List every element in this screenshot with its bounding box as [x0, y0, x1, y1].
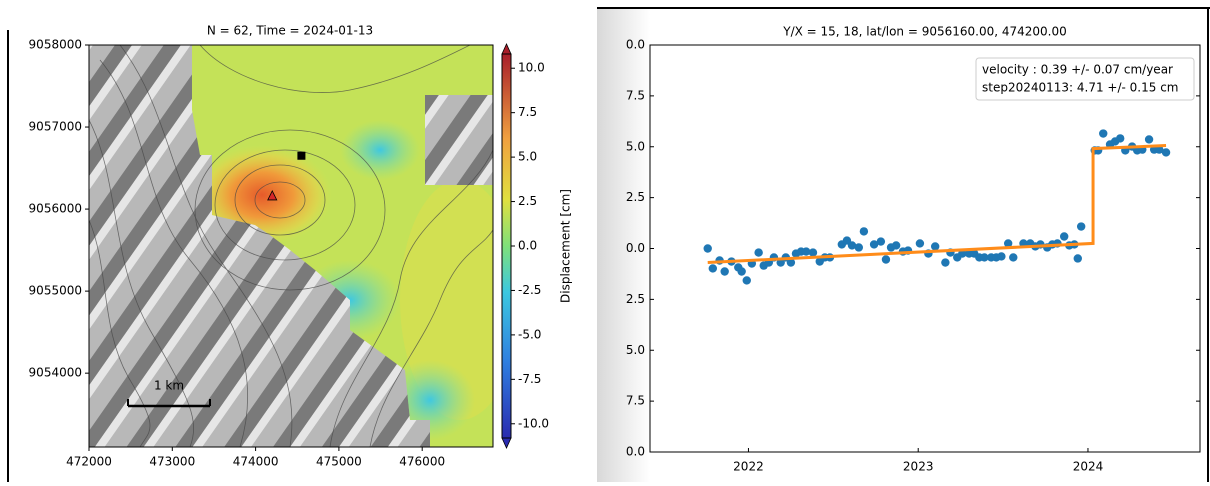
data-point: [915, 239, 925, 248]
data-point: [1099, 129, 1108, 138]
colorbar-tick-label: 0.0: [518, 239, 537, 253]
annotation: velocity : 0.39 +/- 0.07 cm/year: [982, 63, 1173, 77]
annotation-box: [975, 57, 1195, 101]
colorbar-tick-label: 7.5: [518, 105, 537, 119]
data-point: [876, 237, 886, 246]
colorbar-tick-label: -5.0: [518, 327, 541, 341]
annotation: step20240113: 4.71 +/- 0.15 cm: [982, 81, 1179, 95]
x-tick-label: 472000: [66, 455, 112, 469]
y-tick-label: 9056000: [29, 202, 82, 216]
colorbar-tick-label: -2.5: [518, 283, 541, 297]
map-title: N = 62, Time = 2024-01-13: [207, 24, 373, 38]
y-tick-label: 5.0: [626, 139, 645, 153]
chart-title: Y/X = 15, 18, lat/lon = 9056160.00, 4742…: [782, 25, 1067, 39]
y-tick-label: 10.0: [618, 38, 645, 52]
data-point: [754, 248, 763, 257]
data-point: [1161, 148, 1171, 157]
y-tick-label: 9055000: [29, 284, 82, 298]
x-tick-label: 2024: [1073, 460, 1104, 474]
y-tick-label: 2.5: [626, 190, 645, 204]
y-tick-label: 9057000: [29, 120, 82, 134]
y-tick-label: 9058000: [29, 38, 82, 52]
data-point: [1073, 254, 1082, 263]
data-point: [881, 255, 891, 264]
y-tick-label: -7.5: [622, 394, 645, 408]
data-point: [737, 267, 746, 276]
data-point: [703, 244, 712, 253]
data-point: [708, 264, 718, 273]
colorbar-tick-label: 10.0: [518, 61, 545, 75]
colorbar-extend: [501, 437, 512, 449]
y-tick-label: -2.5: [622, 292, 645, 306]
panel-shadow: [597, 8, 650, 482]
y-tick-label: 0.0: [626, 241, 645, 255]
data-point: [801, 247, 811, 256]
data-point: [891, 241, 901, 250]
colorbar-tick-label: 5.0: [518, 150, 537, 164]
data-point: [980, 253, 989, 262]
data-point: [1059, 232, 1069, 241]
data-point: [941, 258, 950, 267]
colorbar-tick-label: -7.5: [518, 372, 541, 386]
selected-marker: [297, 151, 306, 160]
data-point: [1003, 239, 1013, 248]
data-point: [930, 242, 940, 251]
plot-frame: [649, 44, 1201, 453]
reference-marker: [267, 190, 278, 201]
data-point: [1155, 145, 1164, 154]
data-point: [808, 248, 818, 257]
data-point: [742, 276, 751, 285]
data-point: [1009, 253, 1018, 262]
colorbar: [502, 54, 511, 438]
data-point: [786, 258, 796, 267]
data-point: [1076, 222, 1086, 231]
data-point: [1116, 134, 1125, 143]
fit-line: [707, 144, 1167, 265]
data-point: [847, 241, 857, 250]
scale-label: 1 km: [154, 379, 184, 393]
x-tick-label: 475000: [316, 455, 362, 469]
data-point: [859, 227, 869, 236]
x-tick-label: 473000: [149, 455, 195, 469]
x-tick-label: 2023: [903, 460, 934, 474]
data-point: [869, 240, 879, 249]
x-tick-label: 2022: [733, 460, 764, 474]
colorbar-tick-label: -10.0: [518, 416, 549, 430]
y-tick-label: 7.5: [626, 88, 645, 102]
data-point: [720, 267, 729, 276]
x-tick-label: 474000: [233, 455, 279, 469]
map-image: [89, 45, 493, 447]
x-tick-label: 476000: [399, 455, 445, 469]
colorbar-tick-label: 2.5: [518, 194, 537, 208]
data-point: [997, 252, 1006, 261]
colorbar-label: Displacement [cm]: [559, 189, 573, 303]
map-frame: [88, 44, 494, 448]
colorbar-extend: [501, 43, 512, 55]
data-point: [1144, 135, 1154, 144]
map-panel: 1 km N = 62, Time = 2024-01-13 Displacem…: [29, 24, 573, 469]
y-axis-labels: 10.0 7.5 5.0 2.5 0.0 -2.5 -5.0 -7.5 -10.0: [614, 38, 645, 459]
timeseries-panel: Y/X = 15, 18, lat/lon = 9056160.00, 4742…: [614, 25, 1201, 474]
data-point: [854, 243, 863, 252]
y-tick-label: -5.0: [622, 343, 645, 357]
y-tick-label: -10.0: [614, 445, 645, 459]
y-tick-label: 9054000: [29, 366, 82, 380]
